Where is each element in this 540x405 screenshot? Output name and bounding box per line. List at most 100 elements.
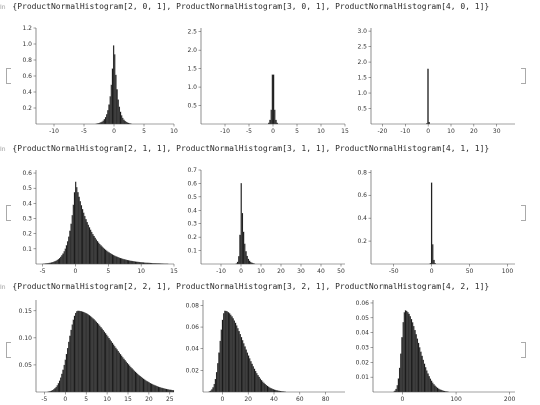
histogram-bar [111,342,114,393]
histogram-bar [121,355,123,393]
y-tick-label: 1.5 [187,66,197,73]
histogram-bar [108,337,110,393]
histogram-4-0-1[interactable]: -20 -10 0 10 20 30 0.5 1.0 1.5 2.0 2.5 3.0 [355,24,520,138]
histogram-bar [71,215,73,265]
histogram-4-1-1[interactable]: -50 0 50 100 0.2 0.4 0.6 0.8 [355,166,520,278]
histogram-bar [242,231,245,265]
histogram-bar [99,325,101,393]
x-tick-label: -5 [246,128,252,135]
output-bracket-left[interactable] [6,205,11,221]
histogram-bar [220,329,223,393]
histogram-bar [111,68,114,125]
output-bracket-left[interactable] [6,342,11,358]
cell-input-3[interactable]: In {ProductNormalHistogram[2, 2, 1], Pro… [0,282,489,291]
output-bracket-right[interactable] [521,68,526,84]
histogram-bar [93,235,95,265]
histogram-2-1-1[interactable]: -5 0 5 10 15 0.1 0.2 0.3 0.4 0.5 0.6 [14,166,179,278]
x-tick-label: 20 [277,268,285,275]
histogram-bar [100,327,102,393]
y-tick-label: 2.0 [357,59,367,66]
output-bracket-left[interactable] [6,68,11,84]
histogram-bar [123,259,125,265]
histogram-bar [125,121,127,125]
histogram-bar [103,331,106,393]
output-bracket-right[interactable] [521,205,526,221]
histogram-bar [63,251,65,265]
histogram-bar [118,257,121,265]
y-tick-label: 0.03 [356,344,370,351]
x-tick-label: 80 [322,396,330,403]
histogram-3-0-1[interactable]: -10 -5 0 5 10 15 0.5 1.0 1.5 2.0 2.5 [185,24,350,138]
histogram-3-2-1[interactable]: 0 20 40 60 80 0.02 0.04 0.06 0.08 [185,296,350,404]
histogram-bar [155,385,157,393]
histogram-bar [81,311,84,393]
histogram-bar [89,316,92,393]
x-tick-label: 0 [401,396,405,403]
histogram-bar [407,312,409,393]
histogram-bar [397,378,400,393]
input-expression[interactable]: {ProductNormalHistogram[2, 2, 1], Produc… [12,282,490,291]
histogram-bar [139,375,141,393]
histogram-bar [135,261,138,265]
histogram-bar [117,350,119,393]
histogram-bar [116,89,118,125]
histogram-3-1-1[interactable]: -10 0 10 20 30 40 50 0.1 0.2 0.3 0.4 0.5 0.6 0.7 [185,166,350,278]
histogram-bar [247,355,250,393]
y-tick-label: 0.06 [186,324,200,331]
y-tick-label: 0.01 [356,374,370,381]
histogram-bar [123,358,125,393]
histogram-bar [148,382,150,393]
histogram-bar [230,314,232,393]
histogram-bar [232,318,234,393]
histogram-bar [96,322,99,393]
histogram-bar [236,325,238,393]
input-expression[interactable]: {ProductNormalHistogram[2, 0, 1], Produc… [12,2,490,11]
histogram-bar [117,257,119,265]
histogram-bar [417,342,420,393]
y-tick-label: 0.4 [357,215,367,222]
histogram-bar [91,231,93,265]
y-tick-label: 0.6 [357,192,367,199]
histogram-bar [122,258,124,265]
in-label: In [0,4,6,11]
histogram-bar [262,381,264,393]
histogram-bar [274,109,276,125]
output-bracket-right[interactable] [521,342,526,358]
histogram-bar [70,223,72,265]
y-tick-label: 0.3 [22,216,32,223]
histogram-bar [70,329,72,393]
histogram-4-2-1[interactable]: 0 100 200 0.01 0.02 0.03 0.04 0.05 0.06 [355,296,520,404]
x-tick-label: 10 [317,128,325,135]
histogram-bar [126,259,129,265]
x-tick-label: 10 [137,268,145,275]
histogram-bar [434,385,436,393]
histogram-bar [132,369,134,393]
histogram-bar [73,315,76,393]
histogram-bar [272,74,275,125]
histogram-bar [142,378,145,393]
histogram-bar [122,117,124,125]
y-tick-label: 0.3 [187,221,197,228]
histogram-bar [270,388,272,393]
x-tick-label: 15 [124,396,132,403]
cell-input-1[interactable]: In {ProductNormalHistogram[2, 0, 1], Pro… [0,2,489,11]
histogram-bar [223,313,225,393]
x-tick-label: 0 [112,128,116,135]
in-label: In [0,284,6,291]
cell-input-2[interactable]: In {ProductNormalHistogram[2, 1, 1], Pro… [0,144,489,153]
histogram-2-0-1[interactable]: -10 -5 0 5 10 0.2 0.4 0.6 0.8 1.0 1.2 [14,24,179,138]
histogram-bar [228,313,231,393]
histogram-bar [271,388,273,393]
histogram-bar [247,258,250,265]
histogram-bar [76,311,78,393]
histogram-bar [85,313,87,393]
x-tick-label: 30 [493,128,501,135]
x-tick-label: 0 [430,268,434,275]
x-tick-label: 0 [220,396,224,403]
histogram-bar [218,352,220,393]
y-tick-label: 0.4 [22,200,32,207]
histogram-bar [118,352,121,393]
input-expression[interactable]: {ProductNormalHistogram[2, 1, 1], Produc… [12,144,490,153]
histogram-2-2-1[interactable]: -5 0 5 10 15 20 25 0.05 0.10 0.15 [14,296,179,404]
histogram-bar [440,389,442,393]
